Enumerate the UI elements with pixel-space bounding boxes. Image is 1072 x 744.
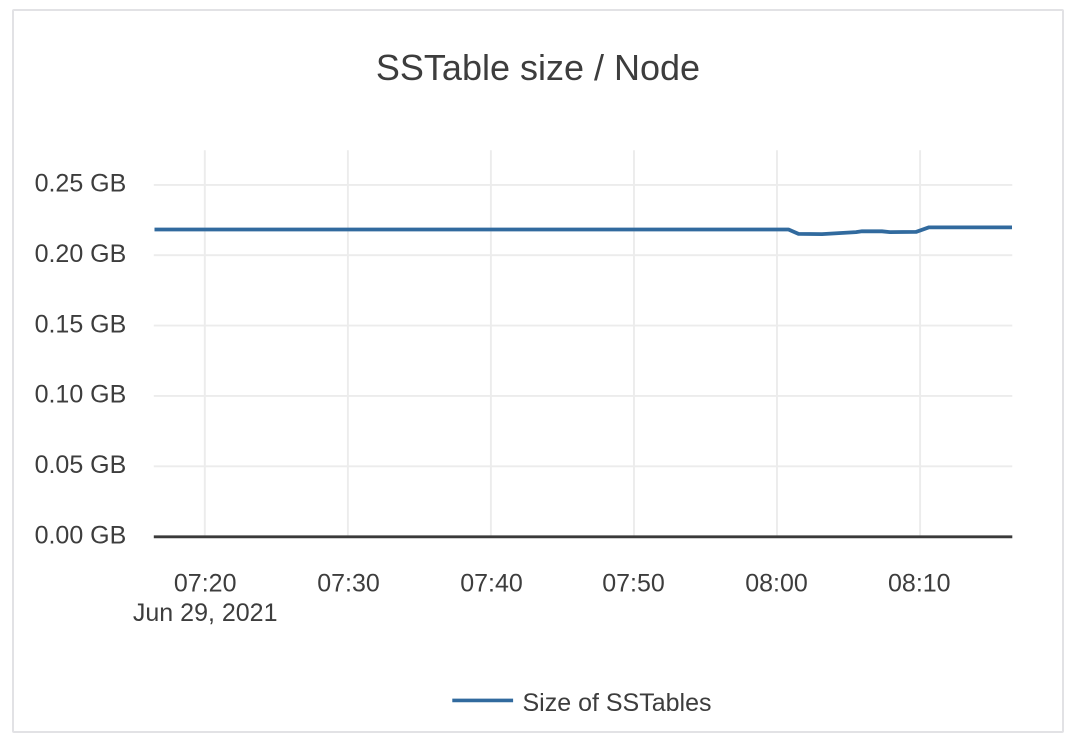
svg-text:0.05 GB: 0.05 GB <box>35 451 127 479</box>
svg-text:Size of SSTables: Size of SSTables <box>523 689 712 717</box>
svg-text:0.10 GB: 0.10 GB <box>35 381 127 409</box>
svg-text:07:50: 07:50 <box>602 569 665 597</box>
svg-text:08:10: 08:10 <box>888 569 951 597</box>
svg-text:07:20: 07:20 <box>174 569 237 597</box>
svg-text:0.15 GB: 0.15 GB <box>35 310 127 338</box>
svg-text:0.20 GB: 0.20 GB <box>35 240 127 268</box>
svg-text:07:30: 07:30 <box>317 569 380 597</box>
svg-text:Jun 29, 2021: Jun 29, 2021 <box>133 599 278 627</box>
svg-text:07:40: 07:40 <box>460 569 523 597</box>
svg-text:SSTable size / Node: SSTable size / Node <box>376 47 700 88</box>
svg-text:08:00: 08:00 <box>745 569 808 597</box>
svg-text:0.25 GB: 0.25 GB <box>35 170 127 198</box>
svg-text:0.00 GB: 0.00 GB <box>35 521 127 549</box>
